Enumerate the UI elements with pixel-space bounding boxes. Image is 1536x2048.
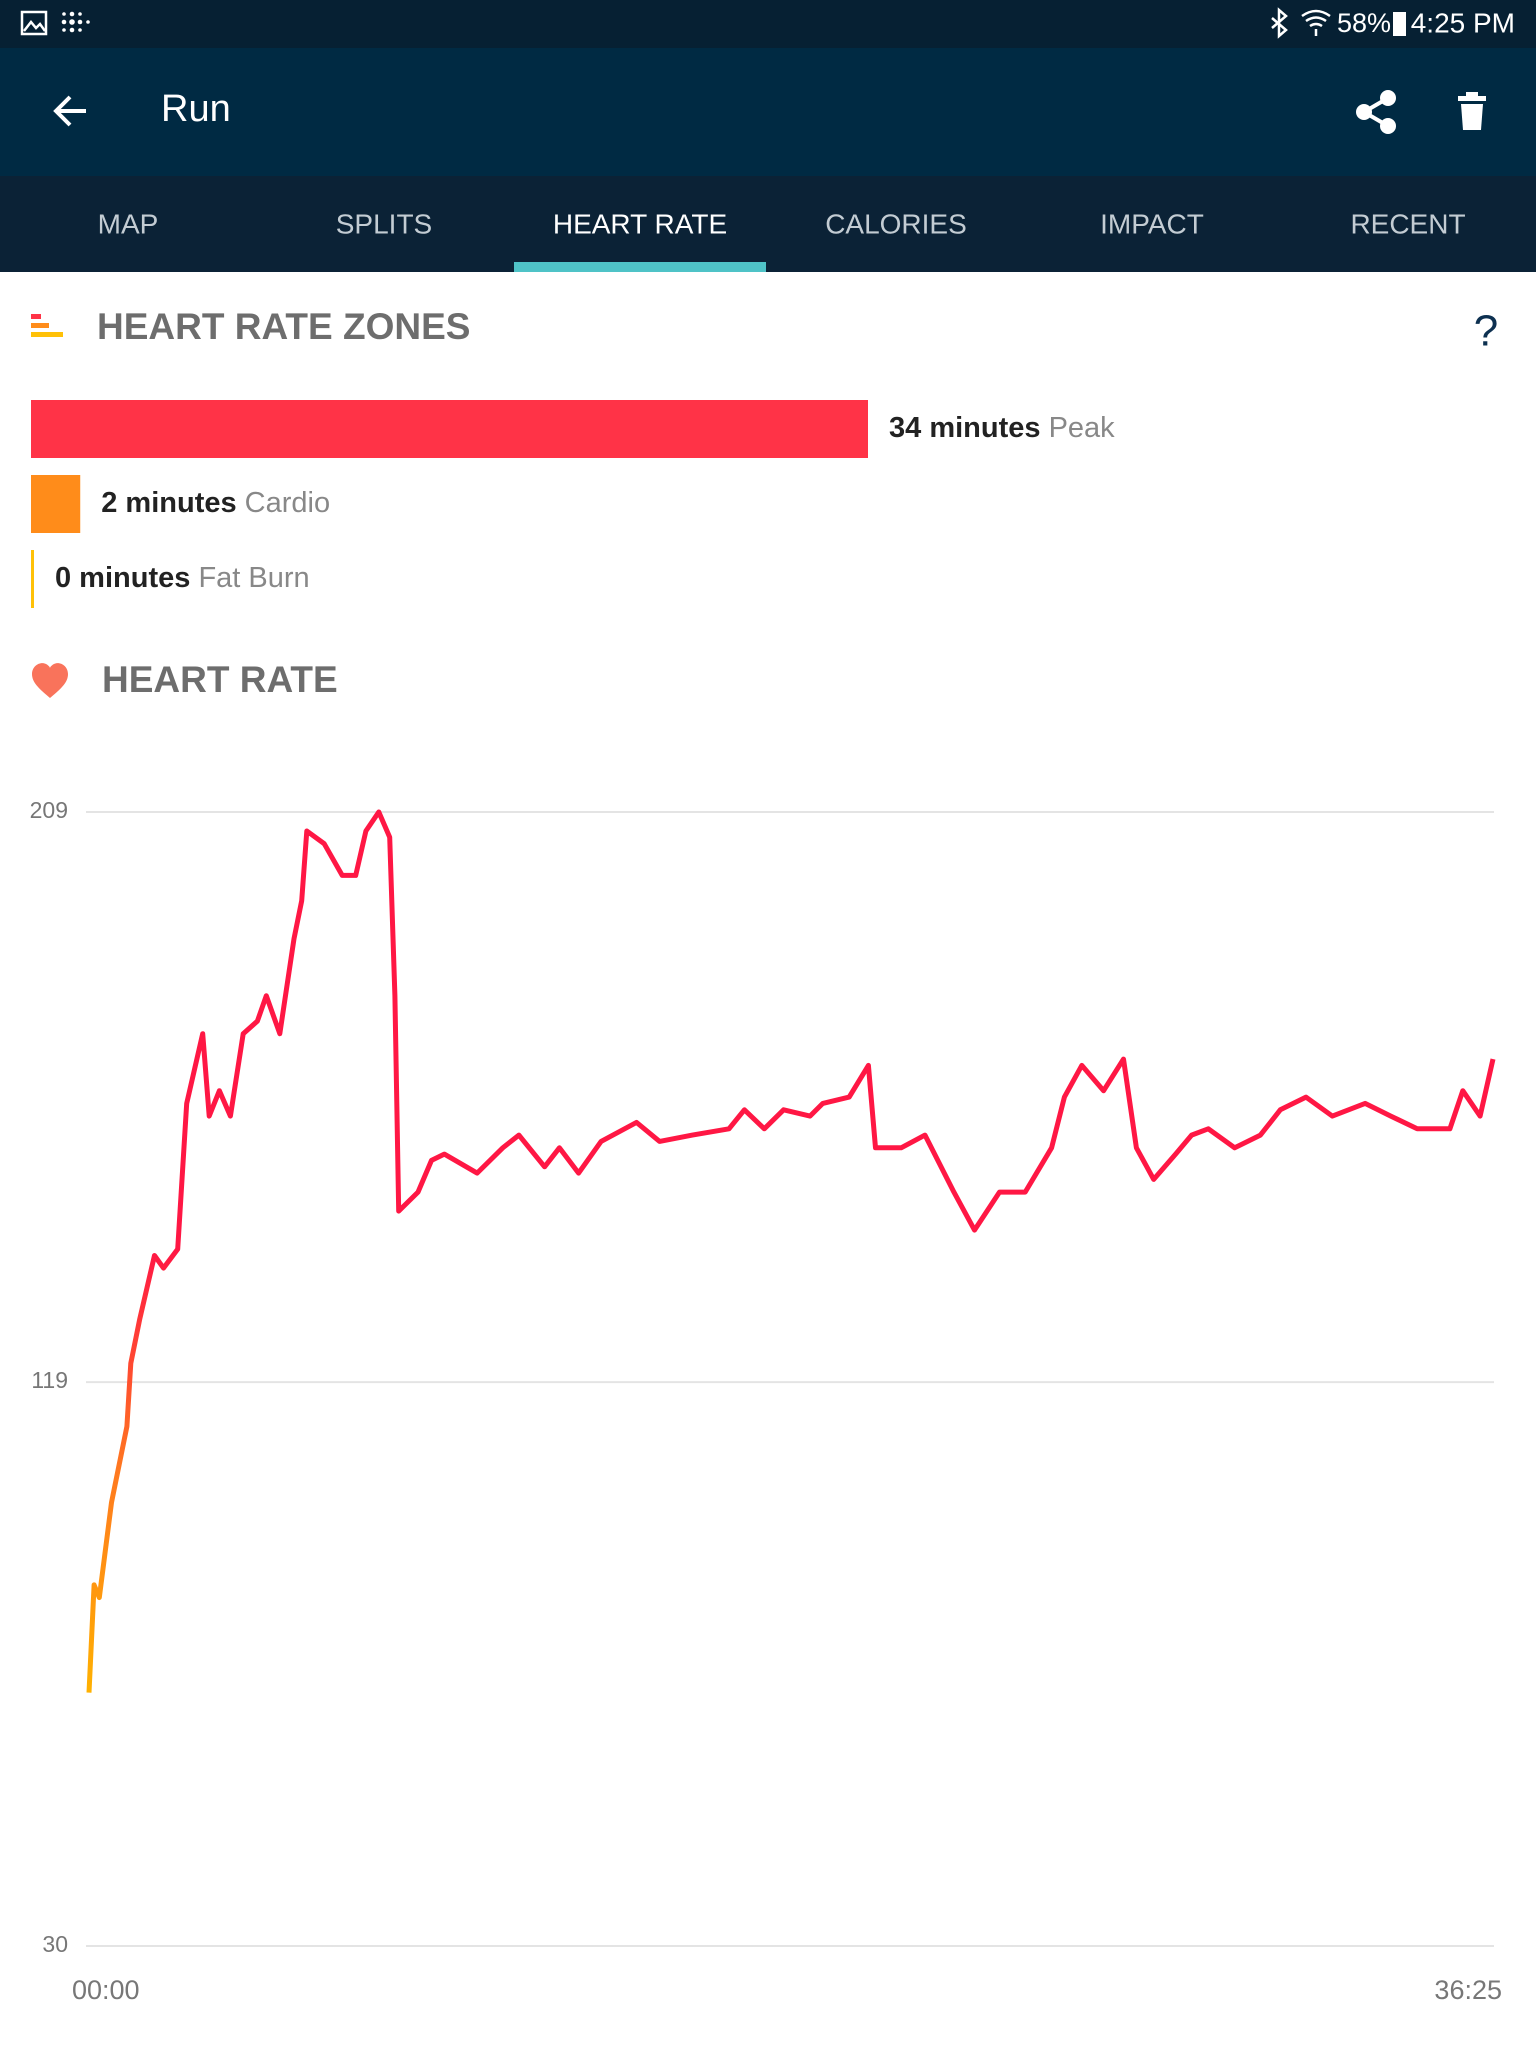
zone-label: 34 minutes Peak <box>889 412 1115 444</box>
back-button[interactable] <box>53 95 86 127</box>
y-tick-label: 119 <box>31 1367 68 1393</box>
zone-minutes: 2 minutes <box>101 487 236 519</box>
x-tick-label: 00:00 <box>72 1975 140 2005</box>
fitbit-dots <box>61 11 90 33</box>
battery-percent: 58% <box>1337 8 1391 38</box>
zones-icon <box>31 314 63 337</box>
zone-name: Peak <box>1049 412 1116 444</box>
zone-label: 2 minutes Cardio <box>101 487 330 519</box>
status-bar <box>0 0 1536 48</box>
wifi-icon <box>1301 9 1331 36</box>
zone-space <box>190 562 198 594</box>
y-tick-label: 209 <box>30 797 68 823</box>
zone-bar <box>31 475 81 533</box>
heart-rate-line <box>86 809 1496 1693</box>
app-title: Run <box>161 88 231 130</box>
tab[interactable]: SPLITS <box>336 208 432 239</box>
help-button[interactable]: ? <box>1474 307 1498 356</box>
zone-space <box>1041 412 1049 444</box>
app-bar <box>0 48 1536 176</box>
zone-name: Fat Burn <box>198 562 309 594</box>
tab-indicator <box>514 262 766 272</box>
zone-bar <box>31 400 868 458</box>
chart-title: HEART RATE <box>102 659 338 700</box>
share-button[interactable] <box>1356 90 1396 134</box>
tab[interactable]: IMPACT <box>1100 208 1204 239</box>
zone-bar <box>31 550 34 608</box>
clock: 4:25 PM <box>1411 7 1515 38</box>
y-tick-label: 30 <box>42 1931 68 1957</box>
battery-icon <box>1393 12 1406 36</box>
zone-label: 0 minutes Fat Burn <box>55 562 310 594</box>
tab[interactable]: MAP <box>98 208 159 239</box>
zone-space <box>237 487 245 519</box>
zone-minutes: 0 minutes <box>55 562 190 594</box>
tab[interactable]: HEART RATE <box>553 208 727 239</box>
zones-title: HEART RATE ZONES <box>97 306 470 347</box>
tab[interactable]: RECENT <box>1350 208 1465 239</box>
status-icons <box>20 10 48 36</box>
zone-name: Cardio <box>245 487 330 519</box>
x-tick-label: 36:25 <box>1434 1975 1502 2005</box>
tab[interactable]: CALORIES <box>825 208 967 239</box>
tab-bar <box>0 176 1536 272</box>
zone-minutes: 34 minutes <box>889 412 1041 444</box>
delete-button[interactable] <box>1458 92 1486 130</box>
bluetooth-icon <box>1271 7 1288 39</box>
heart-icon <box>32 663 68 698</box>
